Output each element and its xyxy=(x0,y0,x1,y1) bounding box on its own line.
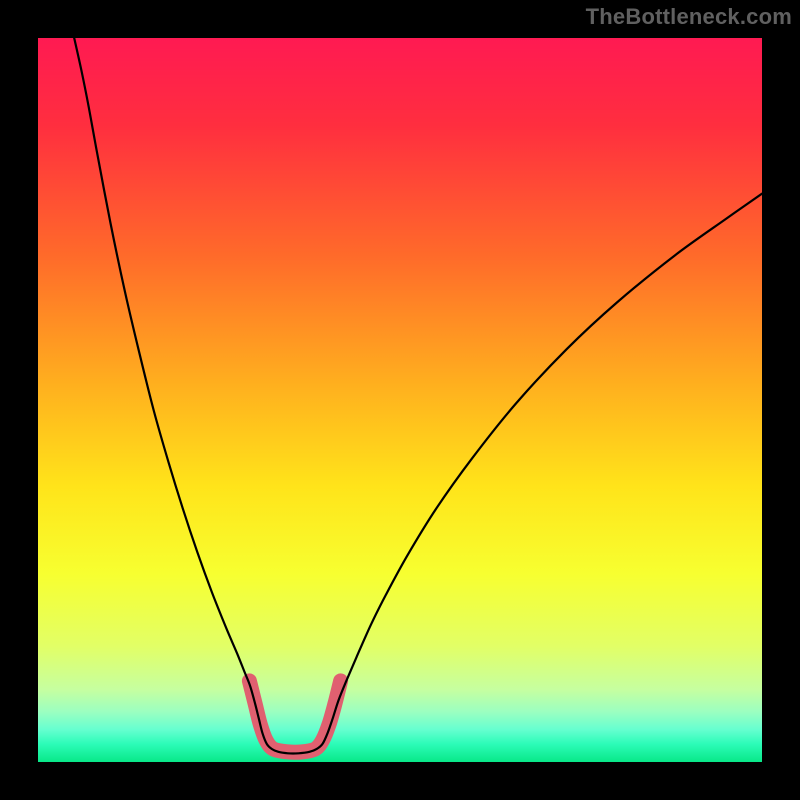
chart-background xyxy=(38,38,762,762)
watermark-text: TheBottleneck.com xyxy=(586,4,792,30)
chart-svg xyxy=(38,38,762,762)
plot-area xyxy=(38,38,762,762)
figure-frame: TheBottleneck.com xyxy=(0,0,800,800)
